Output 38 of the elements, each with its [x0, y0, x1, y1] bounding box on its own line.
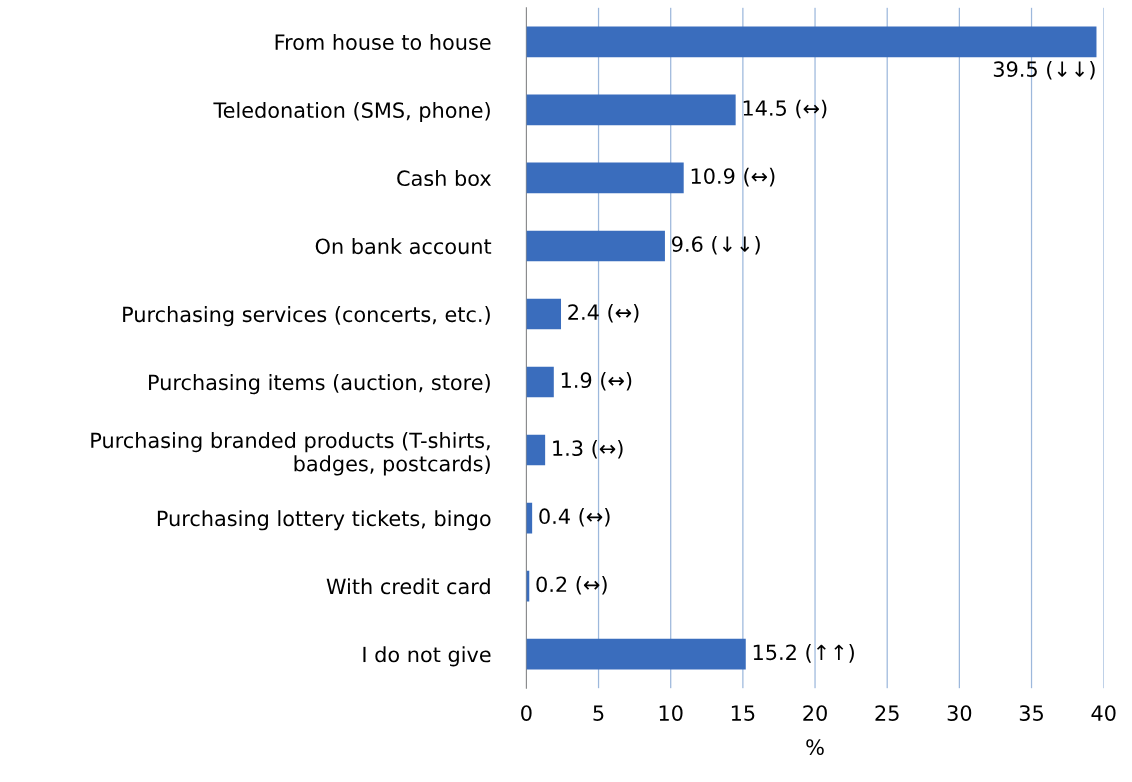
y-tick-label: Cash box [397, 169, 491, 187]
y-tick-label: I do not give [363, 646, 491, 667]
data-label: 0.4 (↔) [539, 508, 610, 527]
bar [526, 162, 684, 194]
y-tick-label: Purchasing items (auction, store) [149, 374, 490, 395]
data-label: 10.9 (↔) [691, 167, 775, 187]
x-tick-label: 20 [803, 705, 827, 721]
data-label: 39.5 (↓↓) [993, 60, 1095, 80]
data-label: 15.2 (↑↑) [753, 644, 854, 663]
bar [526, 434, 546, 466]
y-tick-label: Teledonation (SMS, phone) [213, 101, 490, 123]
x-axis-title: % [806, 739, 824, 755]
bar [526, 94, 736, 126]
bar [526, 366, 554, 398]
x-tick-label: 25 [875, 705, 899, 721]
x-tick-label: 5 [593, 705, 604, 721]
data-label: 9.6 (↓↓) [672, 235, 760, 255]
data-label: 2.4 (↔) [568, 303, 639, 323]
bar [526, 638, 746, 670]
data-label: 1.9 (↔) [561, 371, 632, 391]
y-tick-label: On bank account [315, 238, 492, 255]
data-label: 1.3 (↔) [553, 439, 623, 459]
y-tick-label: Purchasing lottery tickets, bingo [157, 510, 491, 531]
bar [526, 26, 1097, 58]
bar [526, 298, 562, 330]
bar [526, 230, 665, 262]
x-tick-label: 10 [659, 705, 683, 721]
data-label: 0.2 (↔) [536, 576, 607, 595]
data-label: 14.5 (↔) [743, 99, 827, 119]
y-tick-label: Purchasing services (concerts, etc.) [123, 306, 490, 327]
y-tick-label: Purchasing branded products (T-shirts, badges, postcards) [91, 432, 490, 476]
x-tick-label: 30 [947, 705, 972, 721]
x-tick-label: 15 [731, 705, 755, 721]
y-tick-label: With credit card [326, 578, 490, 595]
x-tick-label: 0 [521, 705, 532, 721]
y-tick-label: From house to house [275, 33, 491, 51]
x-tick-label: 40 [1091, 705, 1116, 721]
x-tick-label: 35 [1019, 705, 1043, 721]
